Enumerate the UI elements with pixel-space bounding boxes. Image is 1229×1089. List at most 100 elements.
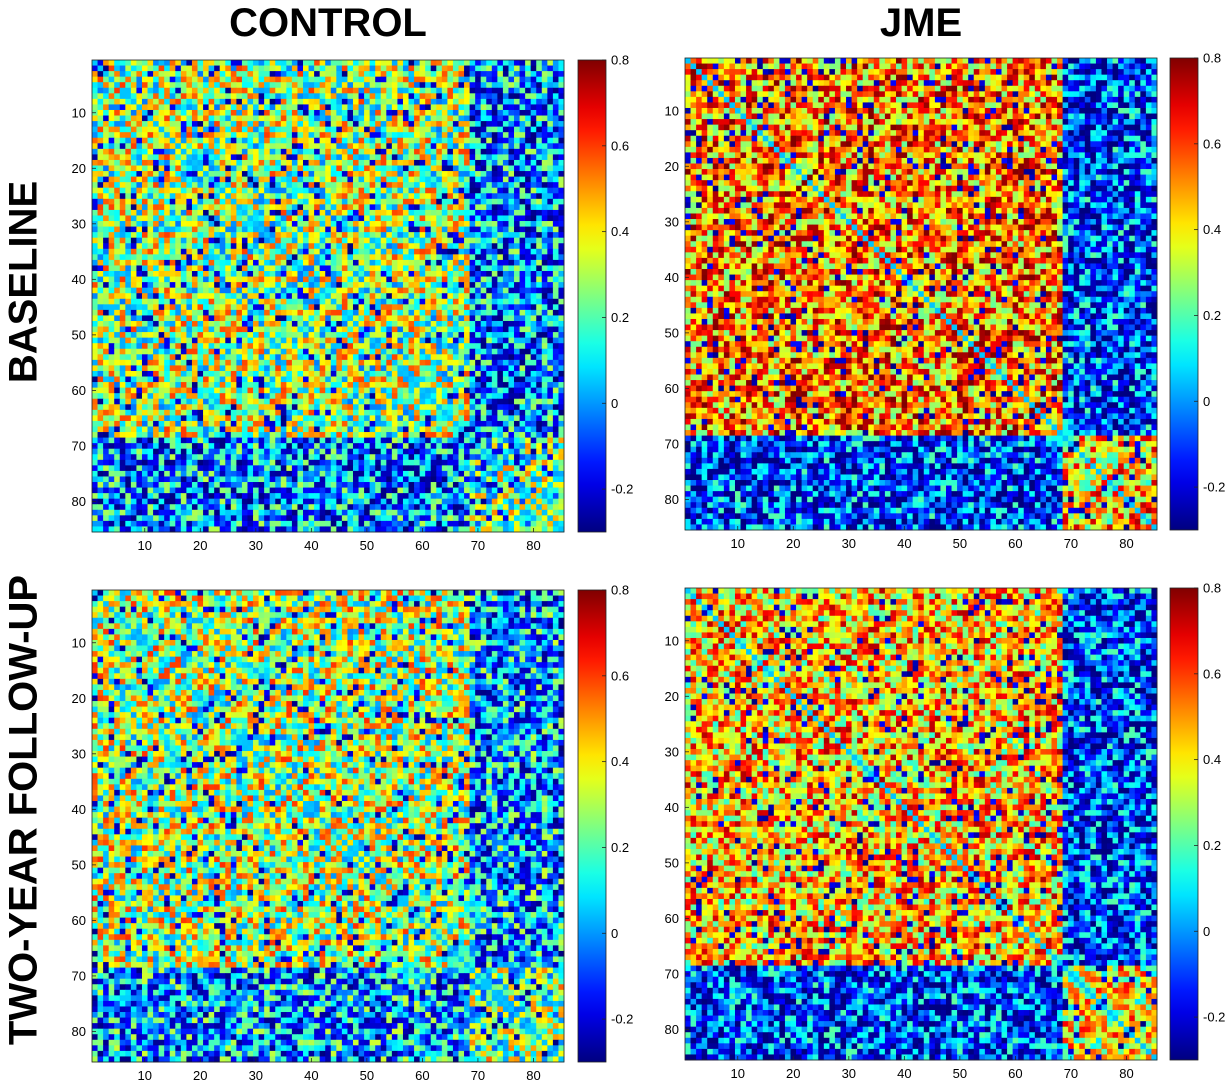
heatmap-cell [159,82,165,88]
heatmap-cell [170,66,176,72]
heatmap-cell [542,277,548,283]
heatmap-cell [325,171,331,177]
heatmap-cell [281,343,287,349]
heatmap-cell [175,299,181,305]
heatmap-cell [186,210,192,216]
heatmap-cell [370,282,376,288]
heatmap-cell [303,82,309,88]
heatmap-cell [253,143,259,149]
heatmap-cell [270,360,276,366]
heatmap-cell [98,177,104,183]
heatmap-cell [547,188,553,194]
heatmap-cell [442,265,448,271]
heatmap-cell [236,304,242,310]
heatmap-cell [342,271,348,277]
heatmap-cell [136,127,142,133]
heatmap-cell [253,110,259,116]
heatmap-cell [136,199,142,205]
heatmap-cell [259,238,265,244]
heatmap-cell [375,382,381,388]
heatmap-cell [414,371,420,377]
heatmap-cell [92,254,98,260]
heatmap-cell [314,199,320,205]
heatmap-cell [153,132,159,138]
heatmap-cell [481,204,487,210]
heatmap-cell [331,371,337,377]
heatmap-cell [492,249,498,255]
heatmap-cell [181,188,187,194]
heatmap-cell [198,149,204,155]
heatmap-cell [458,243,464,249]
heatmap-cell [409,277,415,283]
heatmap-cell [292,310,298,316]
heatmap-cell [120,249,126,255]
heatmap-cell [453,210,459,216]
heatmap-cell [542,254,548,260]
heatmap-cell [414,377,420,383]
heatmap-cell [331,210,337,216]
heatmap-cell [414,204,420,210]
heatmap-cell [292,204,298,210]
heatmap-cell [292,193,298,199]
heatmap-cell [364,199,370,205]
heatmap-cell [397,149,403,155]
heatmap-cell [153,299,159,305]
heatmap-cell [425,304,431,310]
heatmap-cell [270,149,276,155]
heatmap-cell [192,215,198,221]
heatmap-cell [458,204,464,210]
heatmap-cell [114,365,120,371]
heatmap-cell [542,349,548,355]
heatmap-cell [442,171,448,177]
heatmap-cell [114,132,120,138]
heatmap-cell [508,265,514,271]
heatmap-cell [503,77,509,83]
heatmap-cell [264,227,270,233]
heatmap-cell [214,182,220,188]
heatmap-cell [203,104,209,110]
heatmap-cell [225,227,231,233]
heatmap-cell [425,332,431,338]
heatmap-cell [392,371,398,377]
heatmap-cell [136,327,142,333]
heatmap-cell [247,271,253,277]
heatmap-cell [120,60,126,66]
heatmap-cell [231,204,237,210]
heatmap-cell [486,110,492,116]
heatmap-cell [164,71,170,77]
heatmap-cell [431,210,437,216]
heatmap-cell [364,121,370,127]
heatmap-cell [547,343,553,349]
heatmap-cell [425,293,431,299]
heatmap-cell [508,82,514,88]
heatmap-cell [125,232,131,238]
heatmap-cell [98,193,104,199]
heatmap-cell [142,110,148,116]
heatmap-cell [120,332,126,338]
heatmap-cell [270,332,276,338]
heatmap-cell [247,260,253,266]
heatmap-cell [92,154,98,160]
heatmap-cell [247,232,253,238]
heatmap-cell [525,321,531,327]
heatmap-cell [192,171,198,177]
heatmap-cell [359,77,365,83]
heatmap-cell [342,315,348,321]
heatmap-cell [536,365,542,371]
heatmap-cell [270,293,276,299]
heatmap-cell [220,249,226,255]
heatmap-cell [186,160,192,166]
heatmap-cell [331,127,337,133]
heatmap-cell [325,160,331,166]
heatmap-cell [442,282,448,288]
heatmap-cell [236,215,242,221]
heatmap-cell [231,238,237,244]
heatmap-cell [170,315,176,321]
heatmap-cell [475,271,481,277]
heatmap-cell [520,249,526,255]
heatmap-cell [131,104,137,110]
heatmap-cell [259,93,265,99]
heatmap-cell [159,132,165,138]
heatmap-cell [314,310,320,316]
heatmap-cell [508,354,514,360]
